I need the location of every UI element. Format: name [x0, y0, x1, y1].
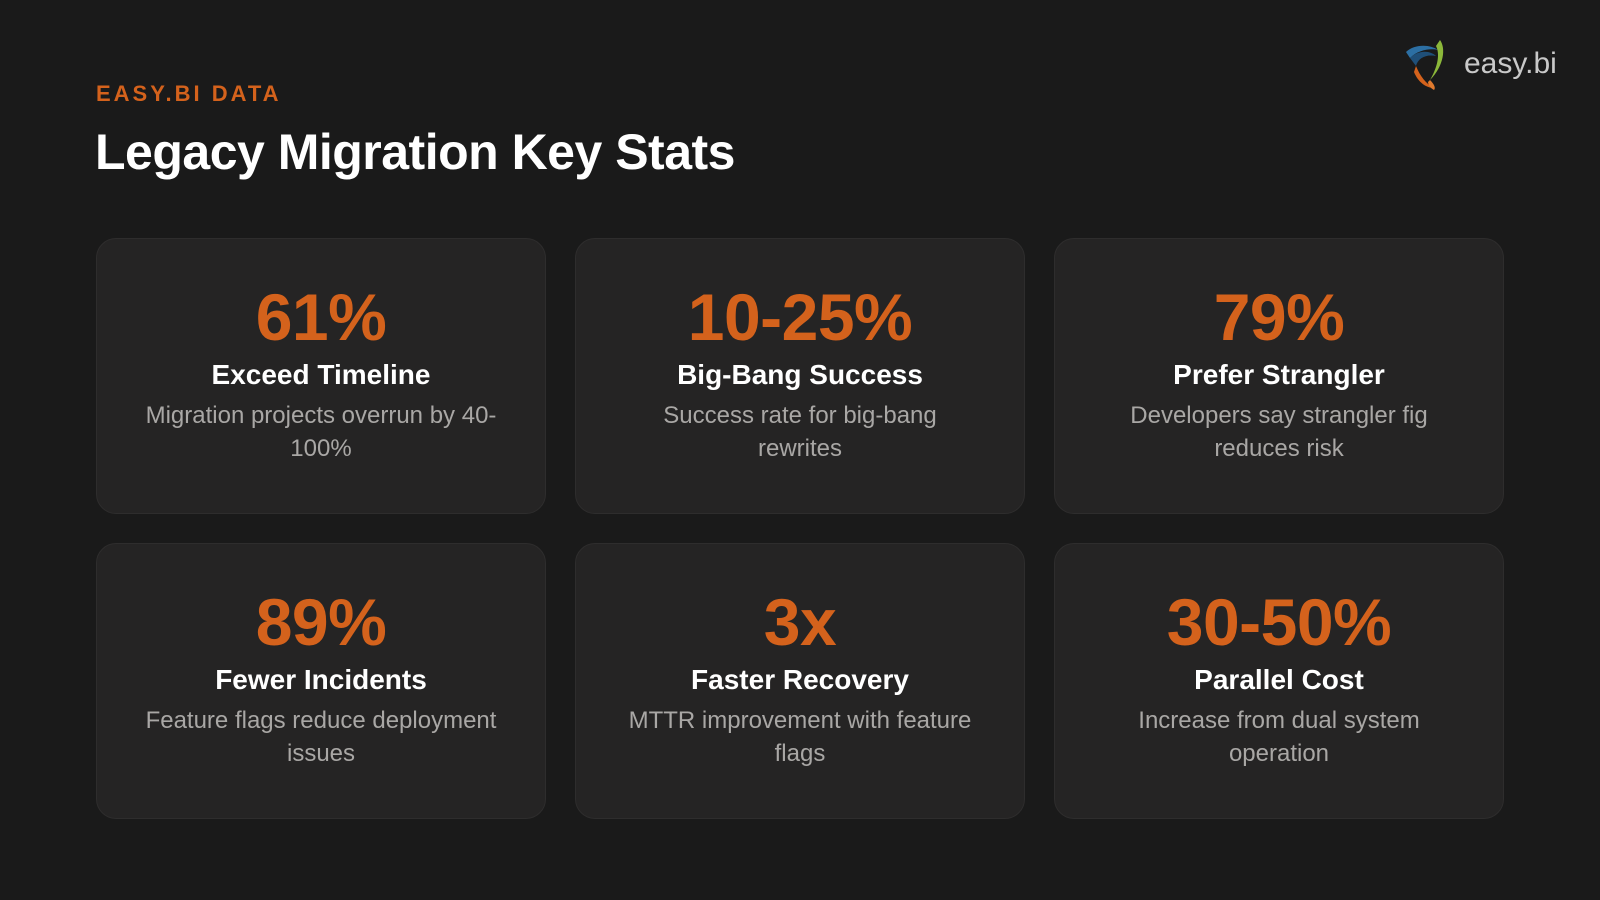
stat-label: Exceed Timeline — [211, 359, 431, 390]
stat-card: 10-25% Big-Bang Success Success rate for… — [575, 238, 1025, 514]
stat-description: Migration projects overrun by 40-100% — [145, 402, 497, 462]
stat-label: Fewer Incidents — [215, 664, 427, 695]
stat-label: Big-Bang Success — [677, 359, 923, 390]
stat-label: Parallel Cost — [1194, 664, 1364, 695]
stat-description: Increase from dual system operation — [1138, 707, 1420, 767]
stat-card: 89% Fewer Incidents Feature flags reduce… — [96, 543, 546, 819]
eyebrow-label: EASY.BI DATA — [96, 81, 282, 106]
logo-text: easy.bi — [1464, 47, 1557, 80]
stat-card: 3x Faster Recovery MTTR improvement with… — [575, 543, 1025, 819]
stat-value: 30-50% — [1166, 585, 1392, 659]
easybi-logo-icon — [1406, 40, 1444, 90]
stat-card: 30-50% Parallel Cost Increase from dual … — [1054, 543, 1504, 819]
stat-card: 61% Exceed Timeline Migration projects o… — [96, 238, 546, 514]
stats-grid: 61% Exceed Timeline Migration projects o… — [96, 238, 1504, 819]
page-title: Legacy Migration Key Stats — [95, 124, 735, 180]
stat-value: 10-25% — [687, 280, 913, 354]
stat-description: Success rate for big-bang rewrites — [663, 402, 937, 462]
stat-value: 3x — [763, 585, 837, 659]
brand-logo: easy.bi — [1400, 34, 1557, 94]
stat-value: 89% — [255, 585, 387, 659]
stat-label: Faster Recovery — [691, 664, 909, 695]
stat-description: Developers say strangler fig reduces ris… — [1130, 402, 1428, 462]
stat-description: MTTR improvement with feature flags — [628, 707, 972, 767]
stat-label: Prefer Strangler — [1173, 359, 1385, 390]
stat-description: Feature flags reduce deployment issues — [145, 707, 497, 767]
stat-value: 61% — [255, 280, 387, 354]
stat-card: 79% Prefer Strangler Developers say stra… — [1054, 238, 1504, 514]
stat-value: 79% — [1213, 280, 1345, 354]
